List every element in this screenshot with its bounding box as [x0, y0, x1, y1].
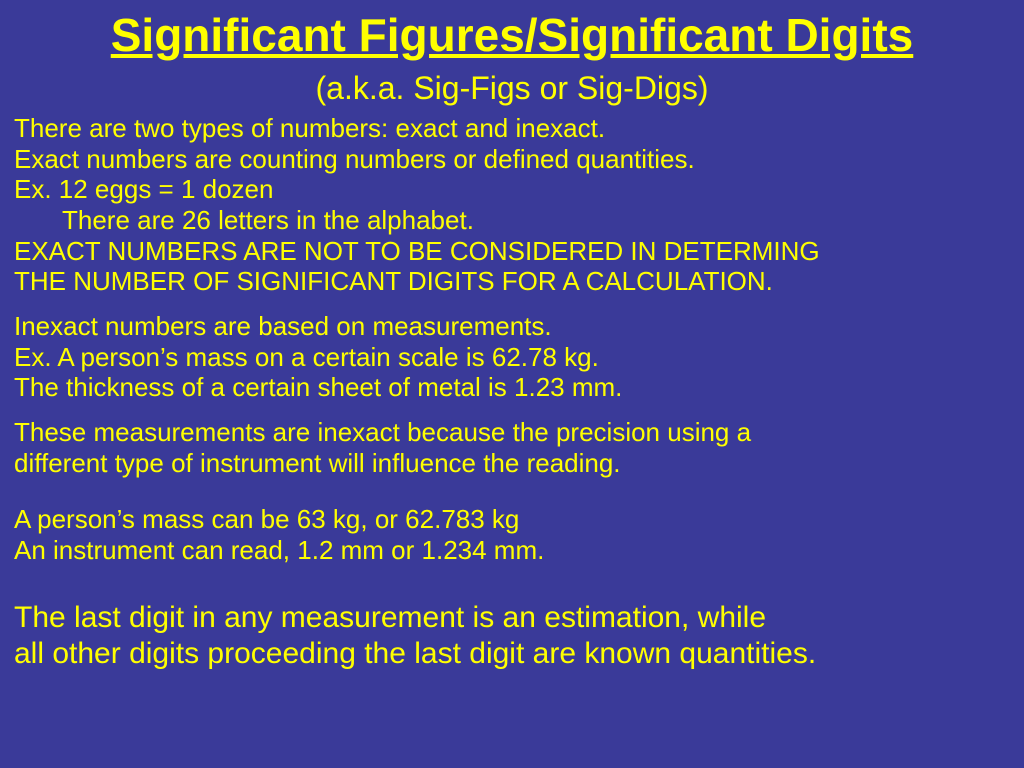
text-line: Exact numbers are counting numbers or de… — [14, 144, 1010, 175]
text-line: Ex. 12 eggs = 1 dozen — [14, 174, 1010, 205]
paragraph-conclusion: The last digit in any measurement is an … — [14, 600, 1010, 672]
text-line: different type of instrument will influe… — [14, 448, 1010, 479]
paragraph-examples: A person’s mass can be 63 kg, or 62.783 … — [14, 504, 1010, 565]
text-line: The last digit in any measurement is an … — [14, 600, 1010, 636]
text-line: Inexact numbers are based on measurement… — [14, 311, 1010, 342]
text-line: There are 26 letters in the alphabet. — [14, 205, 1010, 236]
text-line: The thickness of a certain sheet of meta… — [14, 372, 1010, 403]
slide-subtitle: (a.k.a. Sig-Figs or Sig-Digs) — [14, 70, 1010, 107]
text-line: Ex. A person’s mass on a certain scale i… — [14, 342, 1010, 373]
paragraph-exact-numbers: There are two types of numbers: exact an… — [14, 113, 1010, 297]
paragraph-inexact-numbers: Inexact numbers are based on measurement… — [14, 311, 1010, 403]
text-line: THE NUMBER OF SIGNIFICANT DIGITS FOR A C… — [14, 266, 1010, 297]
text-line: There are two types of numbers: exact an… — [14, 113, 1010, 144]
text-line: all other digits proceeding the last dig… — [14, 636, 1010, 672]
text-line: An instrument can read, 1.2 mm or 1.234 … — [14, 535, 1010, 566]
text-line: EXACT NUMBERS ARE NOT TO BE CONSIDERED I… — [14, 236, 1010, 267]
slide-title: Significant Figures/Significant Digits — [14, 0, 1010, 62]
text-line: A person’s mass can be 63 kg, or 62.783 … — [14, 504, 1010, 535]
paragraph-precision: These measurements are inexact because t… — [14, 417, 1010, 478]
text-line: These measurements are inexact because t… — [14, 417, 1010, 448]
